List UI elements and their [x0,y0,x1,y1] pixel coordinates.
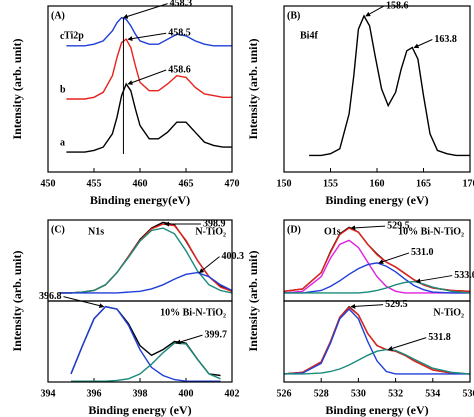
annotation-arrow [63,296,105,309]
annotation-arrow [365,5,385,17]
spectrum-line [59,227,233,294]
plot-title: Bi4f [300,30,318,41]
panel-label: (C) [51,224,65,235]
y-axis-label: Intensity (arb. unit) [246,38,260,139]
spectrum-line [71,342,221,382]
panel-label: (A) [51,10,65,21]
x-tick-label: 165 [416,178,431,189]
plot-title: O1s [324,226,341,237]
curve-label: c [60,31,65,42]
peak-annotation: 398.9 [203,218,226,229]
plot-frame [283,5,471,173]
peak-annotation: 531.0 [411,247,434,258]
y-axis-label: Intensity (arb. unit) [246,250,260,351]
x-tick-label: 170 [463,178,474,189]
spectrum-line [284,262,470,294]
annotation-arrow [387,337,427,351]
plot-frame [47,300,233,383]
x-tick-label: 530 [351,388,366,399]
spectrum-line [309,14,470,157]
annotation-arrow [198,256,220,274]
peak-annotation: 163.8 [434,34,457,45]
spectrum-line [284,280,471,294]
x-tick-label: 450 [41,178,56,189]
x-axis-label: Binding energy (eV) [88,403,191,417]
x-tick-label: 396 [87,388,102,399]
spectrum-line [66,16,232,47]
annotation-arrow [127,69,167,85]
x-axis-label: Binding energy (eV) [325,403,428,417]
x-tick-label: 400 [179,388,194,399]
sample-label: N-TiO₂ [433,307,464,318]
peak-annotation: 396.8 [39,291,62,302]
peak-annotation: 400.3 [222,251,245,262]
plot-frame [283,300,471,383]
panel-label: (D) [287,224,301,235]
plot-frame [47,5,233,173]
x-tick-label: 536 [463,388,474,399]
peak-annotation: 529.5 [385,299,408,310]
x-tick-label: 455 [87,178,102,189]
x-tick-label: 528 [314,388,329,399]
x-tick-label: 532 [388,388,403,399]
annotation-arrow [378,252,410,264]
annotation-arrow [175,334,203,345]
x-axis-label: Binding energy (eV) [325,193,428,207]
spectrum-line [283,227,471,292]
x-tick-label: 465 [179,178,194,189]
y-axis-label: Intensity (arb. unit) [10,250,24,351]
annotation-arrow [127,32,167,42]
spectrum-line [66,82,232,153]
x-tick-label: 155 [323,178,338,189]
peak-annotation: 399.7 [205,329,228,340]
spectrum-line [283,239,470,294]
peak-annotation: 458.5 [168,27,191,38]
spectrum-line [284,348,471,375]
y-axis-label: Intensity (arb. unit) [10,38,24,139]
x-tick-label: 160 [370,178,385,189]
x-tick-label: 398 [133,388,148,399]
peak-annotation: 458.6 [168,64,191,75]
x-tick-label: 150 [277,178,292,189]
x-tick-label: 460 [133,178,148,189]
peak-annotation: 458.3 [170,0,193,9]
spectrum-line [70,305,221,382]
spectrum-line [59,271,233,294]
plot-title: Ti2p [64,30,84,41]
panel-label: (B) [287,10,300,21]
peak-annotation: 533.0 [454,270,474,281]
curve-label: b [60,84,66,95]
annotation-arrow [415,275,453,284]
x-tick-label: 402 [225,388,240,399]
x-tick-label: 470 [225,178,240,189]
x-tick-label: 534 [425,388,440,399]
plot-title: N1s [88,226,104,237]
x-axis-label: Binding energy(eV) [90,193,190,207]
spectrum-line [283,308,470,375]
curve-label: a [60,137,65,148]
peak-annotation: 531.8 [428,332,451,343]
peak-annotation: 529.5 [387,220,410,231]
x-tick-label: 394 [41,388,56,399]
spectrum-line [66,38,232,100]
sample-label: 10% Bi-N-TiO₂ [160,307,226,318]
sample-label: 10% Bi-N-TiO₂ [398,226,464,237]
sample-label: N-TiO₂ [195,226,226,237]
annotation-arrow [350,303,384,309]
annotation-arrow [413,39,433,49]
x-tick-label: 526 [277,388,292,399]
annotation-arrow [350,225,386,231]
